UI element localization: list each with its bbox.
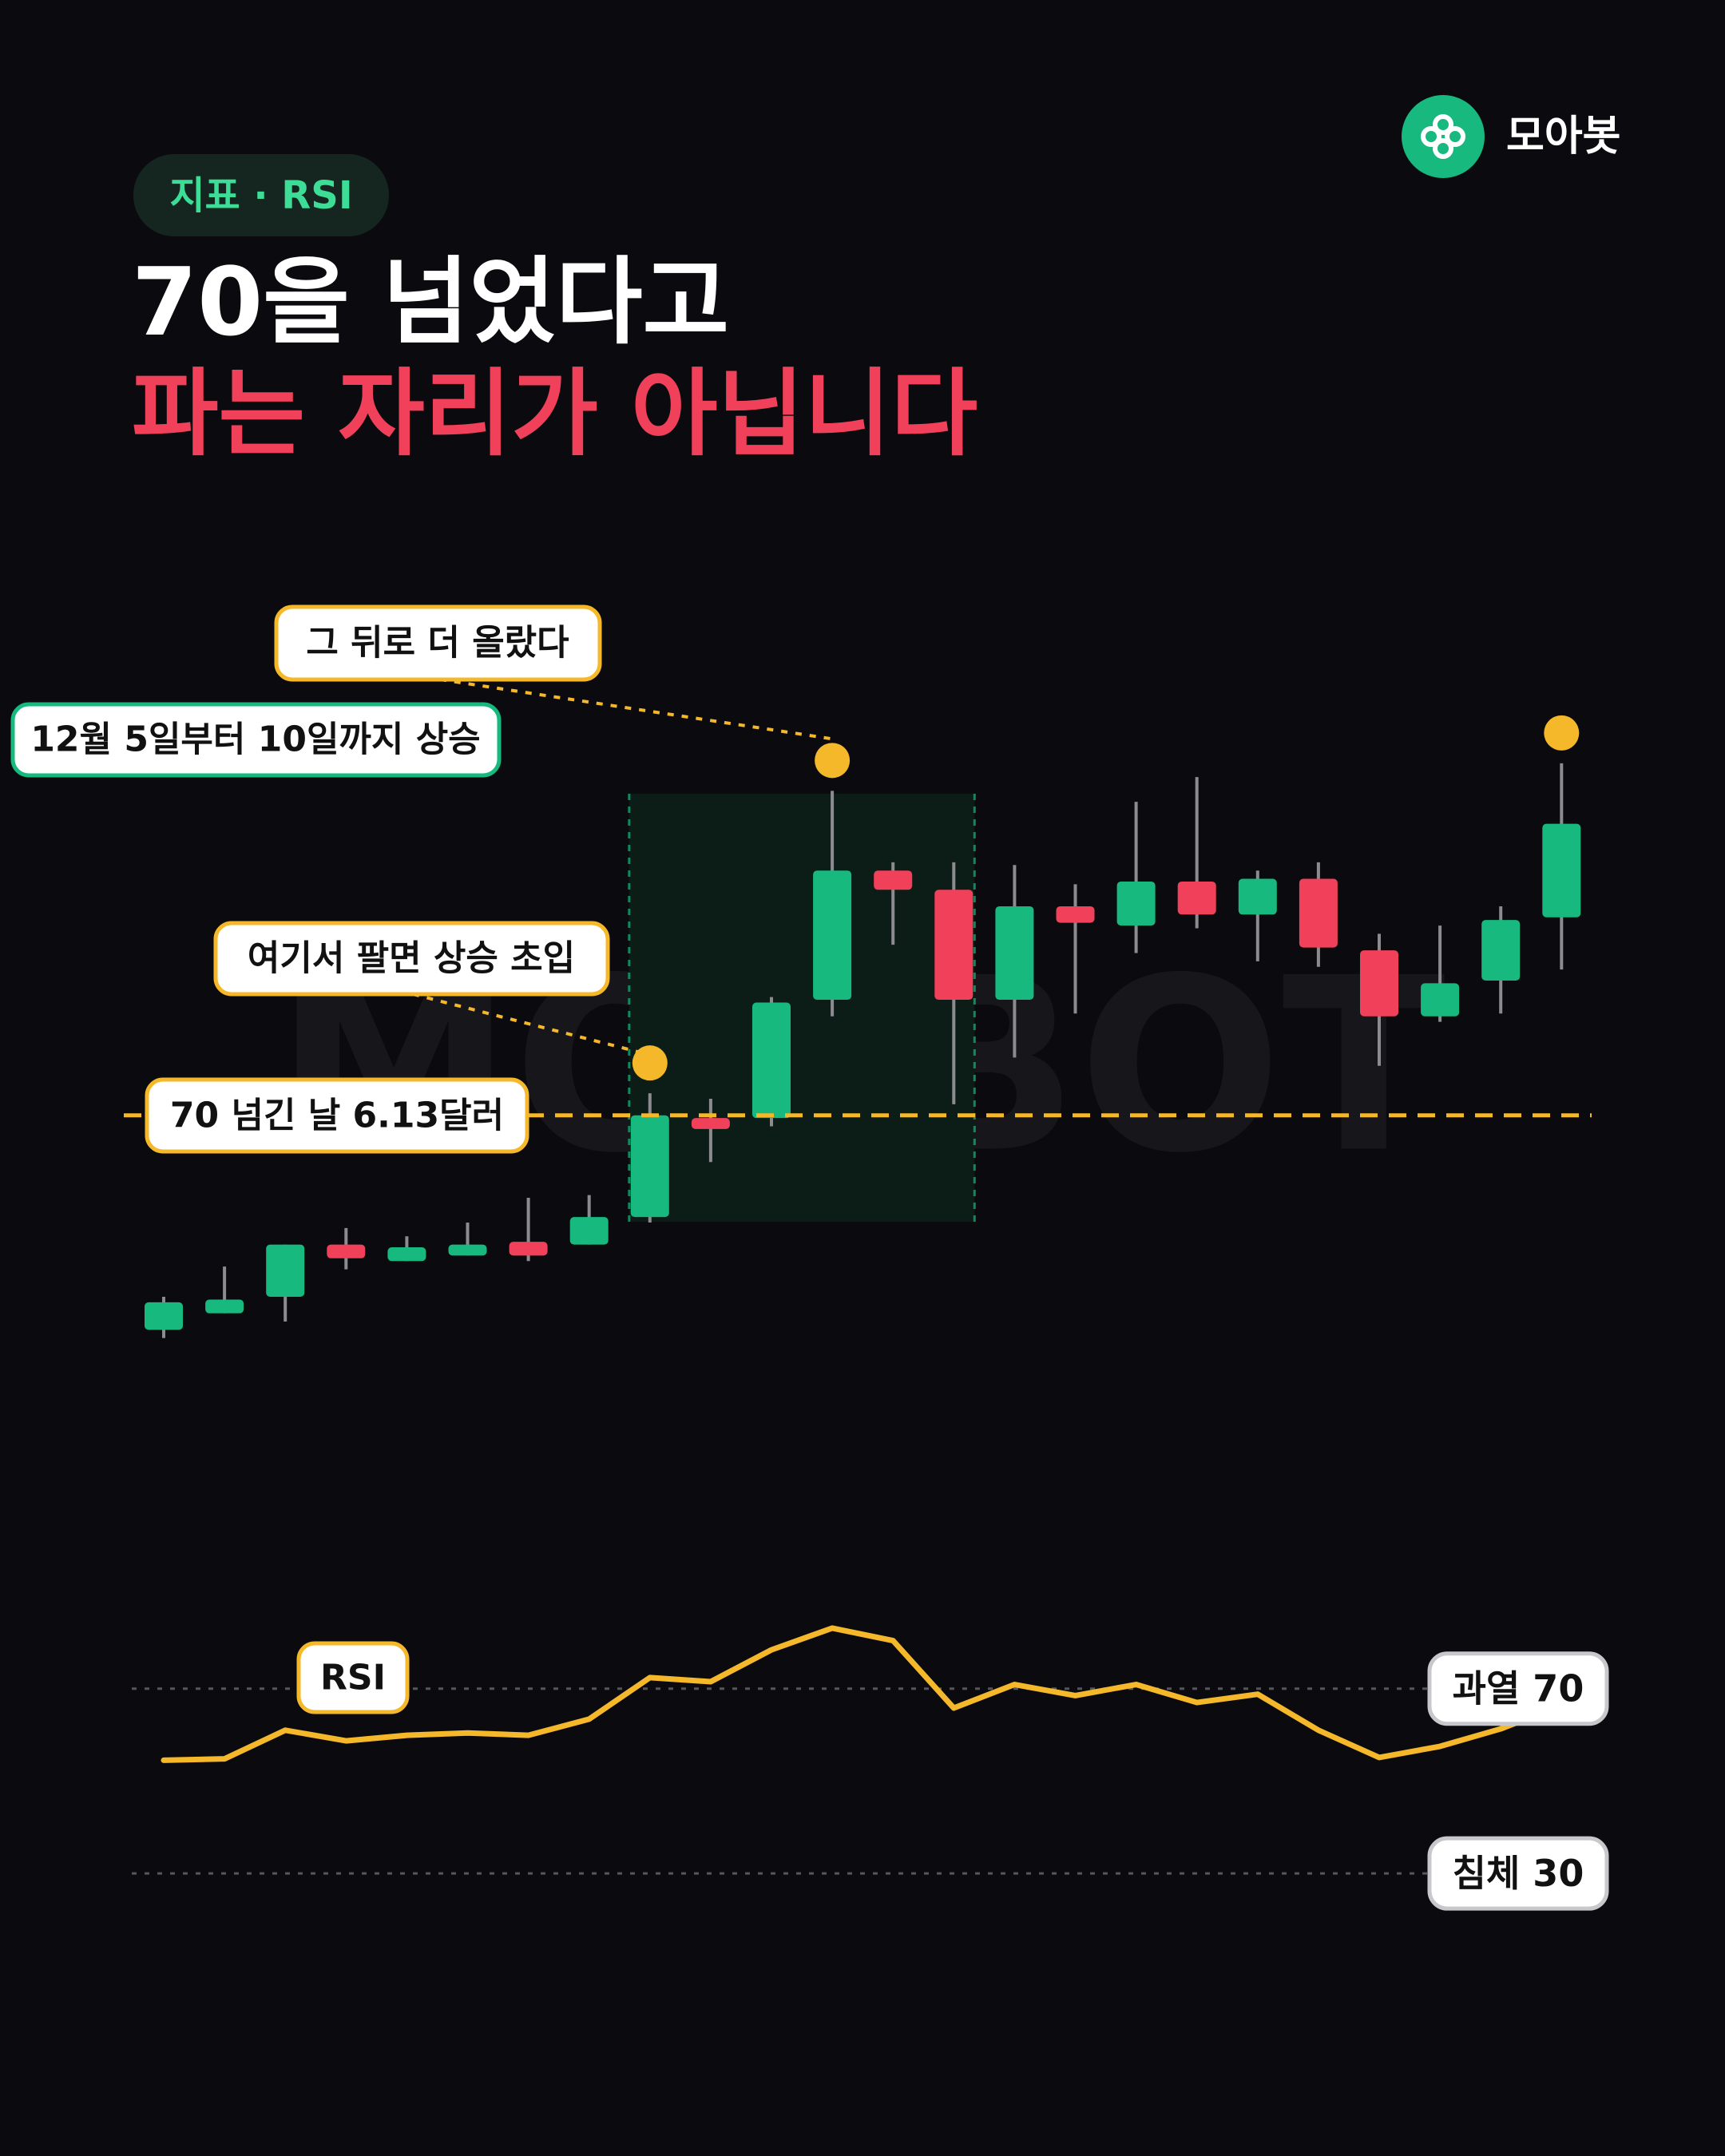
rsi-line: [161, 1625, 1564, 1763]
candle-body: [509, 1242, 548, 1256]
candle-body: [448, 1244, 487, 1256]
candle-body: [630, 1115, 669, 1218]
candle-body: [813, 870, 852, 1001]
candle-body: [387, 1247, 426, 1262]
candle-body: [1542, 823, 1581, 917]
logo-ring: [1433, 114, 1453, 135]
candle-body: [1177, 881, 1216, 915]
plot: [124, 715, 1592, 1338]
title-line1: 70을 넘었다고: [132, 247, 729, 357]
candle-body: [1238, 878, 1277, 915]
rsi-panel: 침체 30 과열 70: [132, 1625, 1609, 1911]
candle-body: [1116, 881, 1156, 926]
y-tick-box: [1427, 1651, 1609, 1726]
candle-body: [1056, 906, 1095, 923]
logo-ring: [1433, 138, 1453, 159]
candle-body: [1481, 920, 1521, 981]
logo-ring: [1421, 126, 1441, 147]
candle-body: [569, 1217, 609, 1245]
candle-body: [1421, 983, 1460, 1017]
candle-body: [752, 1002, 791, 1119]
y-tick-box: [1427, 1836, 1609, 1911]
candle-body: [1299, 878, 1338, 948]
candle-body: [691, 1118, 730, 1129]
candle-body: [145, 1302, 183, 1330]
logo-ring: [1445, 126, 1465, 147]
signal-dot: [815, 743, 851, 779]
y-tick-label: 과열 70: [1453, 1667, 1584, 1710]
y-tick-label: 침체 30: [1453, 1852, 1584, 1895]
candle-body: [874, 870, 913, 890]
candle-body: [934, 890, 974, 1001]
brand-name: 모아봇: [1506, 113, 1621, 161]
legend-text: RSI: [320, 1658, 386, 1698]
badge-text: 지표 · RSI: [169, 173, 352, 218]
candle-body: [266, 1244, 305, 1298]
candle-body: [205, 1299, 244, 1314]
reference-label: 70 넘긴 날 6.13달러: [170, 1096, 504, 1136]
title-line2: 파는 자리가 아닙니다: [132, 359, 978, 469]
legend-box: [296, 1641, 410, 1714]
leader-line: [412, 993, 648, 1056]
candle-body: [995, 906, 1034, 1001]
callout-box: [213, 921, 610, 997]
callout-box: [274, 604, 602, 682]
logo: 모아봇: [1402, 95, 1621, 178]
candle-body: [1360, 950, 1398, 1017]
callout-box: [10, 702, 502, 778]
callout-text: 그 뒤로 더 올랐다: [306, 623, 569, 664]
callout-box: [145, 1077, 529, 1154]
badge: [133, 154, 389, 236]
candle-body: [327, 1244, 366, 1258]
logo-icon: [1402, 95, 1485, 178]
highlight-label: 12월 5일부터 10일까지 상승: [30, 719, 480, 760]
signal-dot: [1544, 715, 1580, 751]
highlight-region: [629, 794, 975, 1222]
callout-text: 여기서 팔면 상승 초입: [248, 938, 575, 979]
